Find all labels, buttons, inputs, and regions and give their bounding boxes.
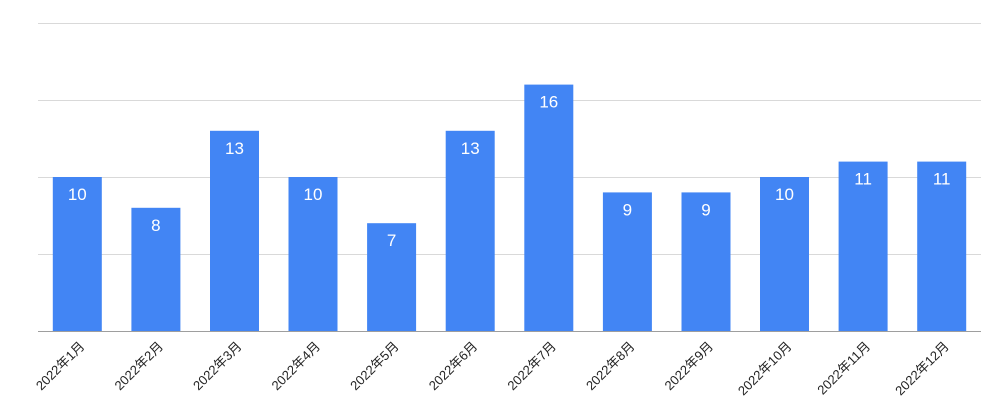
x-tick-label-12: 2022年12月 xyxy=(892,339,952,399)
x-tick-label-1: 2022年1月 xyxy=(33,339,88,394)
data-label-4: 10 xyxy=(304,185,323,204)
x-tick-label-2: 2022年2月 xyxy=(111,339,166,394)
data-label-10: 10 xyxy=(775,185,794,204)
data-label-2: 8 xyxy=(151,216,160,235)
bar-8 xyxy=(602,192,652,331)
data-label-8: 9 xyxy=(623,200,632,219)
x-tick-label-5: 2022年5月 xyxy=(347,339,402,394)
x-tick-label-8: 2022年8月 xyxy=(583,339,638,394)
bar-9 xyxy=(681,192,731,331)
gridlines xyxy=(38,23,981,255)
data-label-1: 10 xyxy=(68,185,87,204)
x-tick-label-4: 2022年4月 xyxy=(269,339,324,394)
data-label-3: 13 xyxy=(225,139,244,158)
data-label-9: 9 xyxy=(701,200,710,219)
bar-12 xyxy=(917,161,967,331)
bar-5 xyxy=(367,223,417,331)
bar-4 xyxy=(288,177,338,331)
data-label-11: 11 xyxy=(854,170,872,189)
bar-2 xyxy=(131,207,181,331)
x-tick-label-11: 2022年11月 xyxy=(814,339,873,398)
bar-10 xyxy=(760,177,809,331)
x-tick-label-9: 2022年9月 xyxy=(662,339,717,394)
x-axis-tick-labels: 2022年1月 2022年2月 2022年3月 2022年4月 2022年5月 2022年… xyxy=(33,339,952,399)
bar-6 xyxy=(445,130,495,331)
data-label-6: 13 xyxy=(461,139,480,158)
x-tick-label-6: 2022年6月 xyxy=(426,339,481,394)
data-labels: 10 8 13 10 7 13 16 9 9 10 11 11 xyxy=(68,93,951,251)
data-label-7: 16 xyxy=(539,93,558,112)
x-tick-label-10: 2022年10月 xyxy=(735,339,795,399)
bar-3 xyxy=(210,130,259,331)
x-tick-label-3: 2022年3月 xyxy=(190,339,245,394)
bar-7 xyxy=(524,84,574,331)
bar-1 xyxy=(52,177,102,331)
x-tick-label-7: 2022年7月 xyxy=(504,339,559,394)
data-label-12: 11 xyxy=(933,170,951,189)
data-label-5: 7 xyxy=(387,231,396,250)
bars xyxy=(52,84,967,331)
bar-11 xyxy=(838,161,888,331)
